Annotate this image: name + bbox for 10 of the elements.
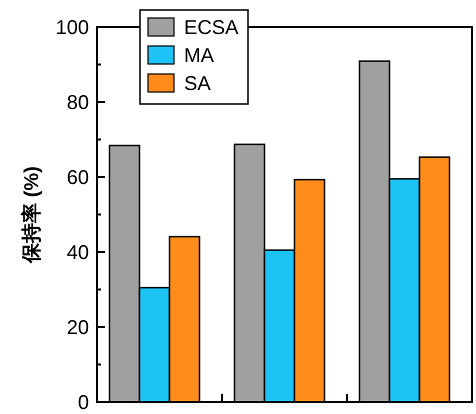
legend-label: ECSA — [184, 17, 240, 39]
y-axis-title: 保持率 (%) — [20, 166, 43, 264]
y-tick-label: 20 — [66, 317, 89, 339]
y-tick-label: 40 — [66, 242, 89, 264]
legend-label: SA — [184, 73, 212, 95]
y-tick-label: 0 — [78, 392, 89, 414]
y-tick-label: 60 — [66, 167, 89, 189]
legend-label: MA — [184, 45, 215, 67]
y-tick-label: 80 — [66, 92, 89, 114]
y-tick-label: 100 — [56, 17, 89, 39]
